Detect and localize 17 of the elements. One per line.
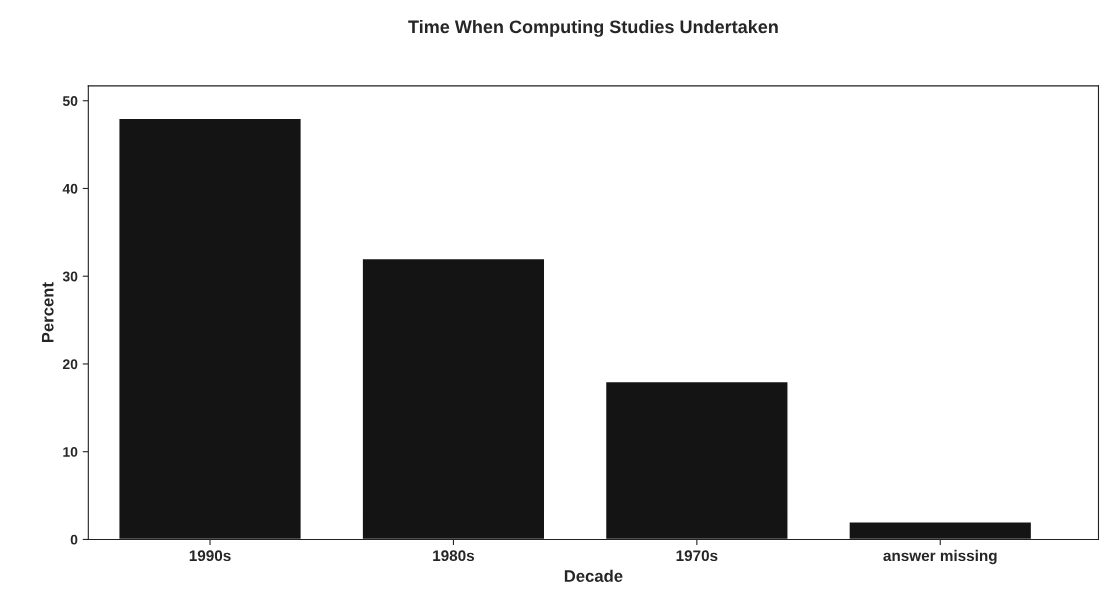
x-axis-title: Decade [564, 569, 623, 582]
y-tick-label: 30 [62, 271, 78, 282]
x-tick-label: 1990s [189, 550, 231, 562]
bar [118, 117, 303, 540]
bar [604, 380, 789, 540]
chart-title: Time When Computing Studies Undertaken [408, 19, 778, 37]
y-tick-label: 40 [62, 183, 78, 194]
x-tick-label: answer missing [883, 549, 997, 565]
y-tick-label: 50 [62, 96, 78, 106]
x-tick-label: 1980s [433, 550, 475, 562]
bar [848, 521, 1033, 540]
y-tick-label: 0 [70, 534, 78, 545]
bar [361, 257, 546, 540]
y-tick-label: 20 [62, 359, 78, 370]
y-tick-label: 10 [63, 447, 78, 457]
x-tick-label: 1970s [676, 550, 718, 562]
y-axis-title: Percent [41, 282, 54, 343]
